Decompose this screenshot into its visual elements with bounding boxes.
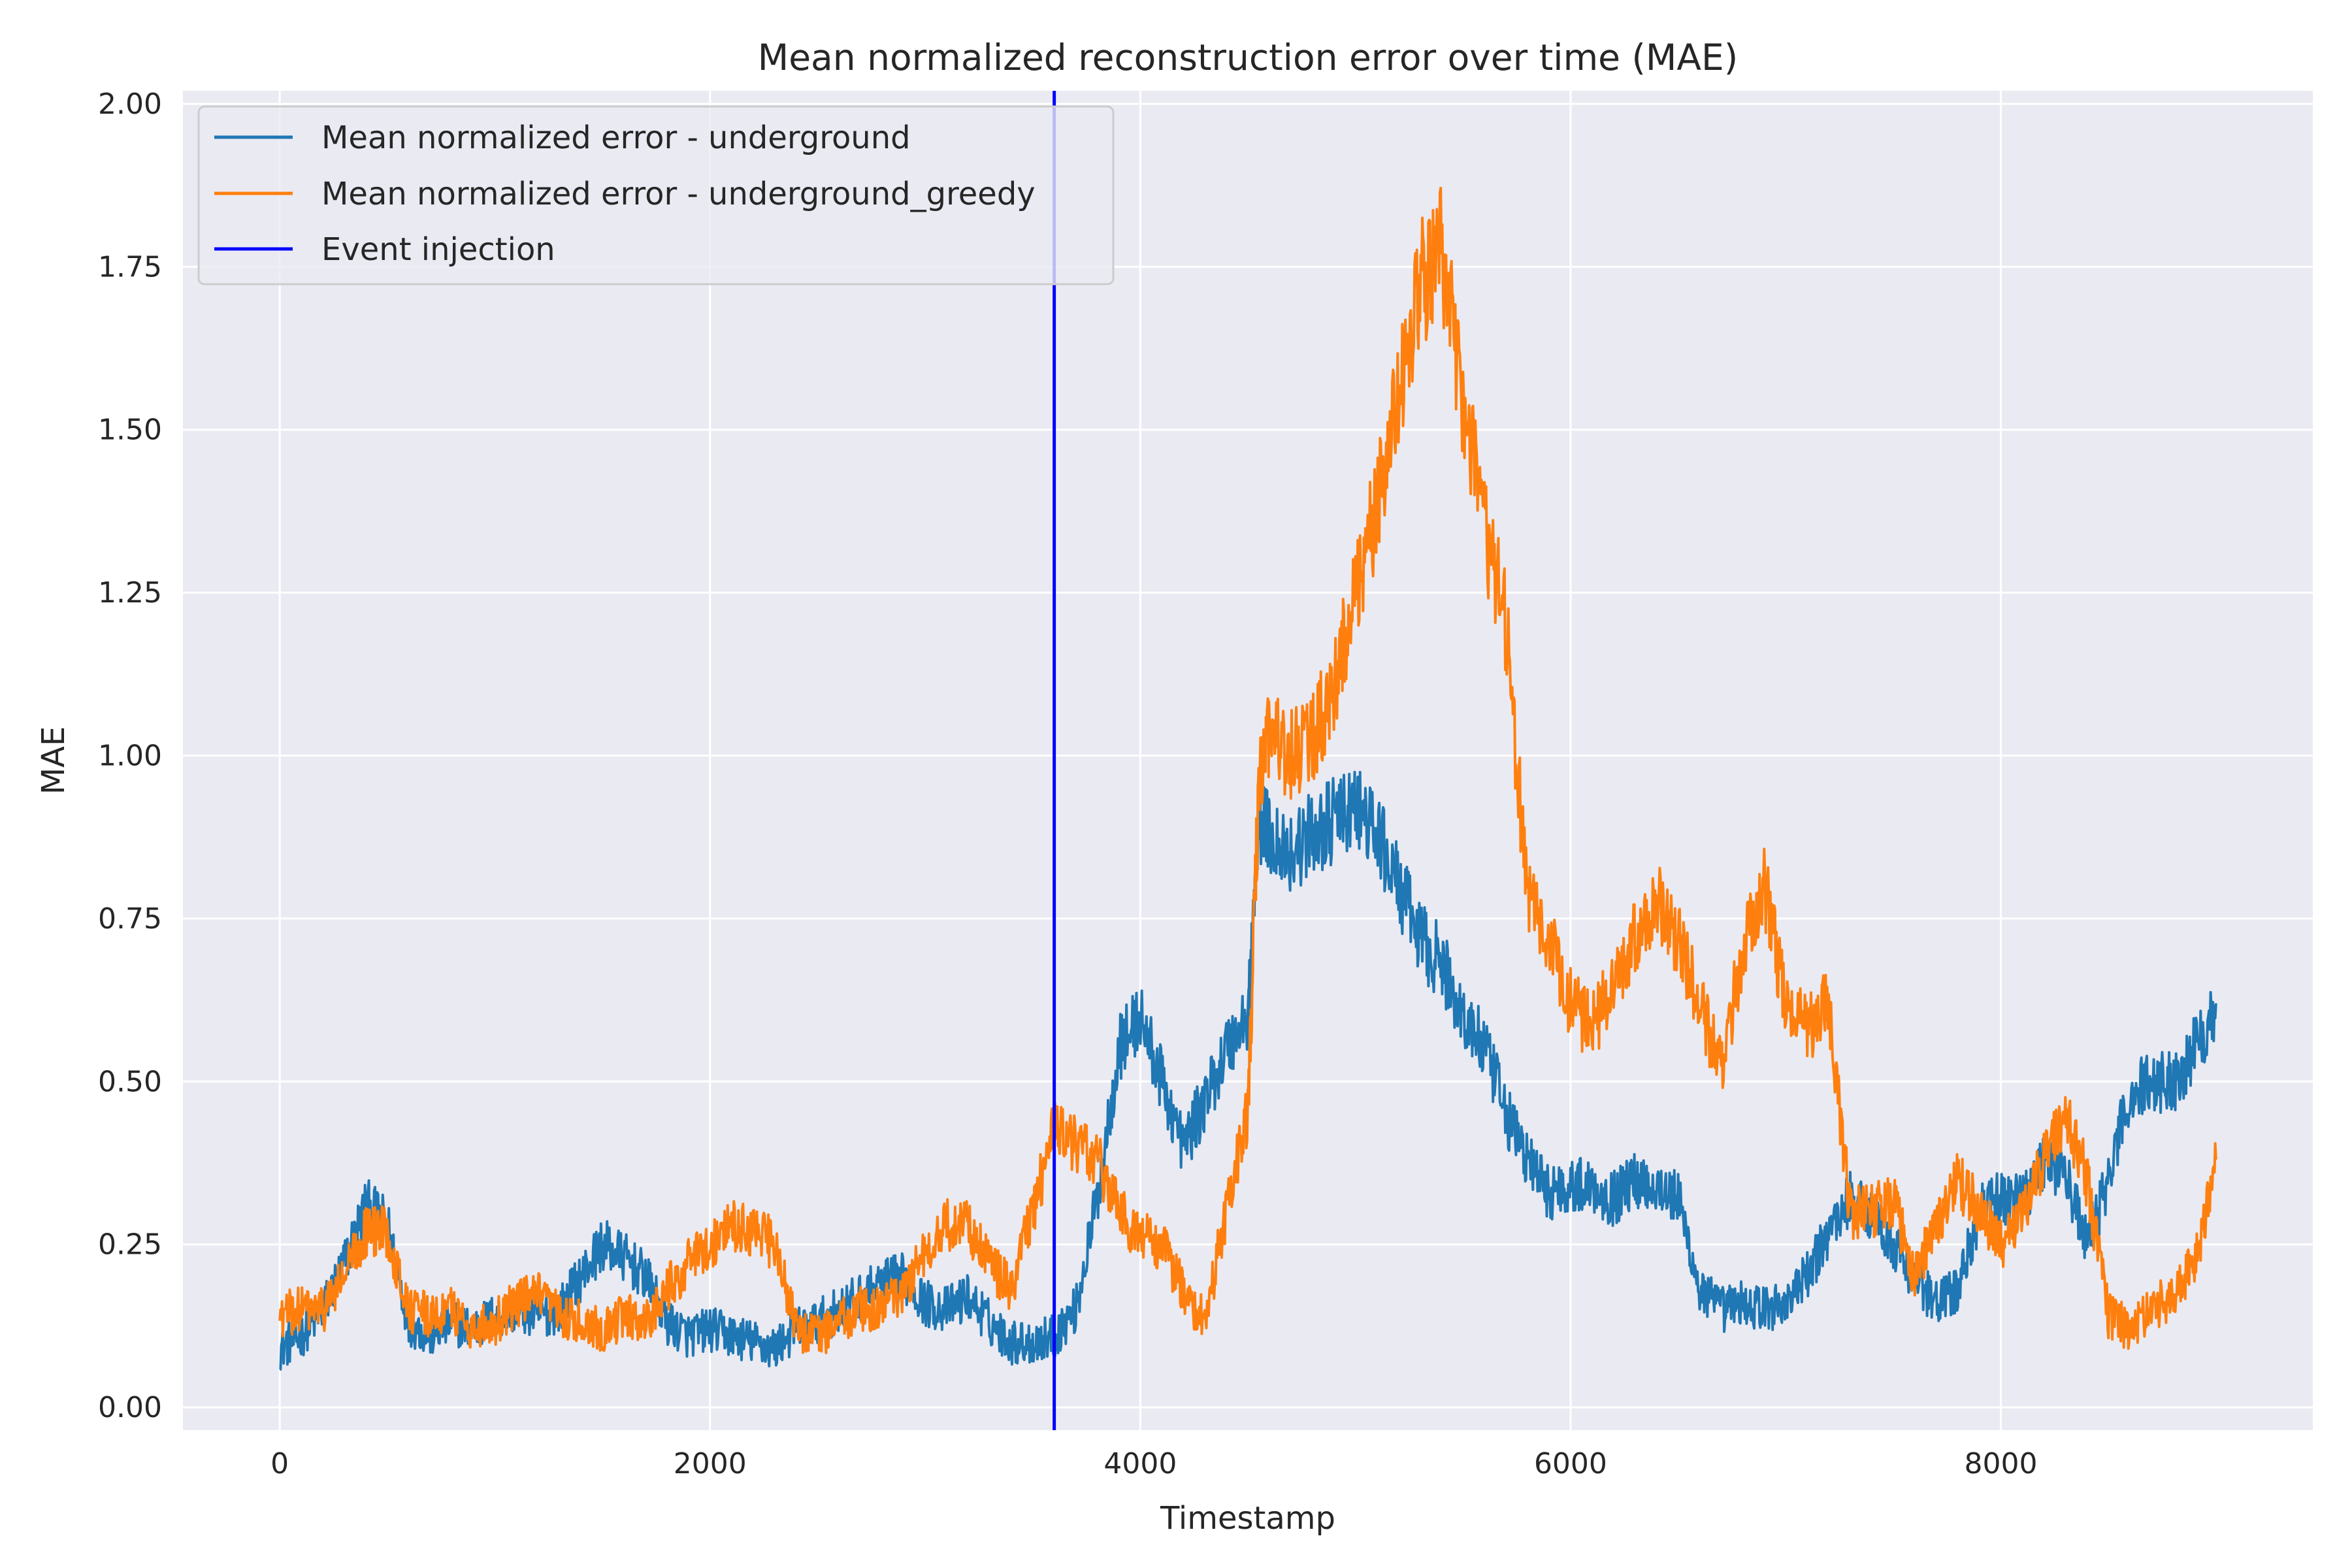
- ticks: 0.00 0.25 0.50 0.75 1.00 1.25 1.50 1.75 2.00 0 200…: [98, 88, 2037, 1480]
- x-axis-label: Timestamp: [1160, 1500, 1335, 1537]
- legend-label-underground: Mean normalized error - underground: [321, 120, 911, 156]
- legend: Mean normalized error - underground Mean…: [197, 105, 1115, 286]
- y-tick-label: 2.00: [98, 88, 162, 121]
- legend-label-event-injection: Event injection: [321, 231, 555, 268]
- chart-title: Mean normalized reconstruction error ove…: [758, 37, 1738, 78]
- y-tick-label: 1.25: [98, 576, 162, 610]
- series-line-1: [278, 186, 2217, 1354]
- y-tick-label: 1.75: [98, 250, 162, 284]
- x-tick-label: 8000: [1965, 1447, 2038, 1480]
- y-tick-label: 1.50: [98, 414, 162, 447]
- y-tick-label: 0.75: [98, 902, 162, 936]
- x-tick-label: 2000: [674, 1447, 747, 1480]
- series-layer: [278, 91, 2217, 1430]
- y-tick-label: 0.00: [98, 1391, 162, 1424]
- y-tick-label: 0.50: [98, 1065, 162, 1098]
- y-tick-label: 0.25: [98, 1228, 162, 1262]
- plot-background: [183, 91, 2313, 1430]
- x-tick-label: 4000: [1103, 1447, 1177, 1480]
- x-tick-label: 0: [270, 1447, 289, 1480]
- y-axis-label: MAE: [35, 727, 72, 795]
- y-tick-label: 1.00: [98, 740, 162, 773]
- legend-label-underground-greedy: Mean normalized error - underground_gree…: [321, 176, 1036, 212]
- legend-box: [197, 105, 1115, 286]
- x-tick-label: 6000: [1534, 1447, 1607, 1480]
